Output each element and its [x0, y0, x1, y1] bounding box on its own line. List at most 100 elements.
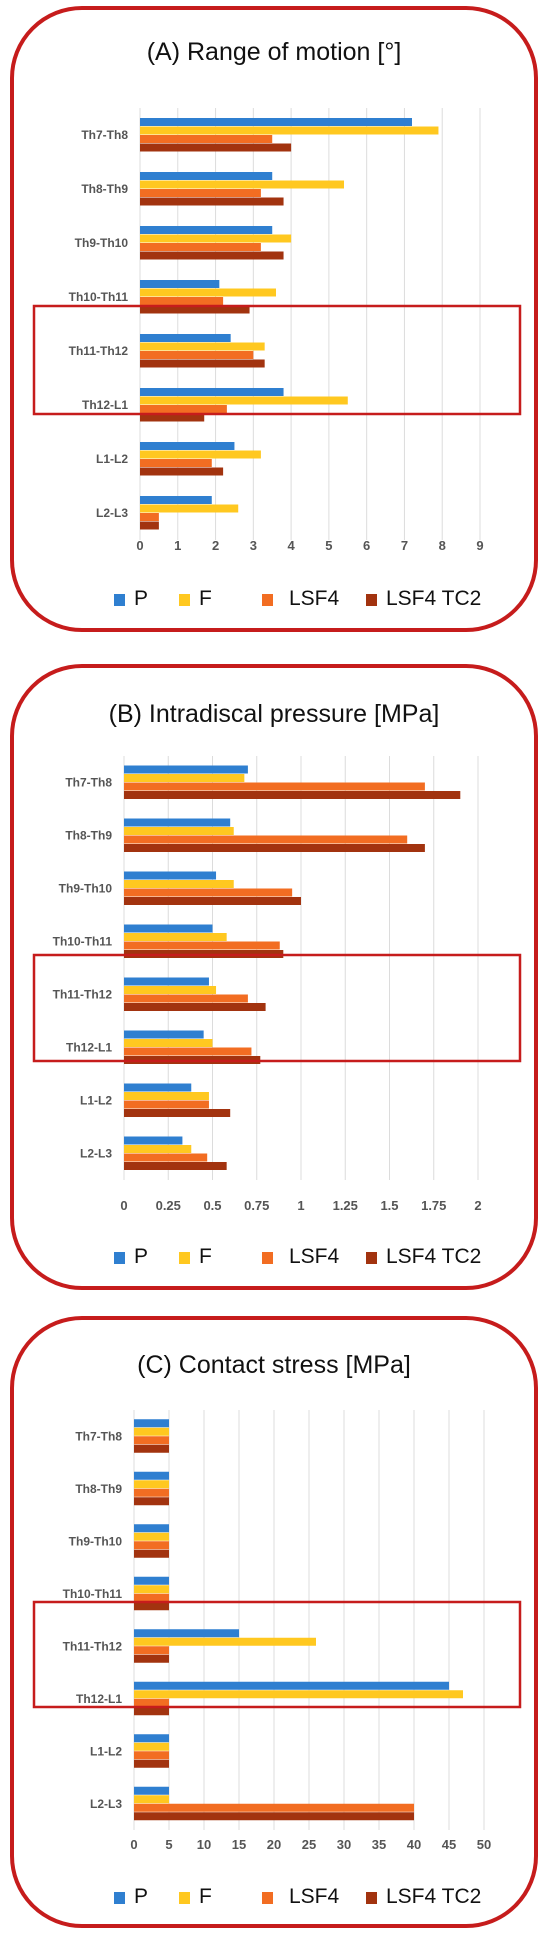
bar-f-th10-th11	[124, 933, 227, 941]
chart-title: (B) Intradiscal pressure [MPa]	[109, 700, 440, 728]
chart-title: (A) Range of motion [°]	[147, 38, 402, 66]
bar-lsf4-tc2-th11-th12	[140, 359, 265, 368]
bar-f-l1-l2	[134, 1742, 169, 1751]
category-label-th11-th12: Th11-Th12	[63, 1639, 123, 1653]
category-label-th12-l1: Th12-L1	[66, 1041, 112, 1055]
x-tick-label: 20	[267, 1837, 281, 1852]
bar-f-l1-l2	[124, 1092, 209, 1100]
bar-p-th7-th8	[124, 765, 248, 774]
x-tick-label: 0.25	[156, 1198, 181, 1213]
category-label-l2-l3: L2-L3	[80, 1147, 112, 1161]
category-label-th7-th8: Th7-Th8	[65, 776, 112, 790]
bar-f-l2-l3	[140, 504, 239, 513]
bar-lsf4-tc2-th12-l1	[140, 413, 205, 422]
bar-lsf4-tc2-l1-l2	[140, 467, 224, 476]
bar-lsf4-tc2-l2-l3	[140, 521, 159, 530]
bar-p-th10-th11	[134, 1576, 169, 1585]
bar-lsf4-tc2-th9-th10	[124, 897, 301, 905]
category-label-th11-th12: Th11-Th12	[69, 344, 129, 358]
legend-swatch-p	[114, 1252, 125, 1264]
bar-p-th11-th12	[124, 977, 209, 986]
bar-f-th10-th11	[140, 288, 276, 297]
chart-panel-a: (A) Range of motion [°] 0 1 2 3 4 5 6 7 8 9 Th7-Th8…	[10, 6, 538, 632]
bar-lsf4-th8-th9	[140, 189, 261, 197]
bar-p-th8-th9	[124, 818, 231, 827]
bar-f-th11-th12	[134, 1637, 316, 1646]
legend-swatch-lsf4-tc2	[366, 1252, 377, 1264]
bar-lsf4-th10-th11	[134, 1593, 169, 1602]
x-tick-label: 0	[136, 538, 143, 553]
bar-p-th10-th11	[140, 280, 220, 288]
highlight-box	[32, 304, 522, 416]
bar-f-l2-l3	[124, 1145, 192, 1153]
bar-f-th12-l1	[134, 1690, 463, 1699]
category-label-th12-l1: Th12-L1	[82, 398, 128, 412]
x-tick-label: 0.5	[203, 1198, 221, 1213]
bar-lsf4-th12-l1	[140, 405, 227, 413]
x-tick-label: 50	[477, 1837, 491, 1852]
bar-p-th11-th12	[140, 334, 231, 342]
bar-f-th12-l1	[124, 1039, 213, 1047]
x-tick-label: 45	[442, 1837, 456, 1852]
bar-p-l2-l3	[124, 1136, 183, 1145]
bar-f-th12-l1	[140, 396, 348, 405]
bar-lsf4-tc2-l1-l2	[134, 1759, 169, 1768]
x-tick-label: 8	[439, 538, 446, 553]
bar-p-th12-l1	[124, 1030, 204, 1039]
bar-p-th9-th10	[134, 1524, 169, 1533]
panel-frame	[10, 6, 538, 632]
legend-swatch-f	[179, 594, 190, 606]
bar-lsf4-tc2-th9-th10	[134, 1549, 169, 1558]
bar-f-th9-th10	[134, 1532, 169, 1541]
bar-lsf4-th10-th11	[140, 297, 224, 305]
category-label-th7-th8: Th7-Th8	[75, 1429, 122, 1443]
bar-lsf4-th8-th9	[124, 835, 408, 844]
bar-lsf4-tc2-th8-th9	[140, 197, 284, 206]
bar-lsf4-l1-l2	[124, 1100, 209, 1109]
x-tick-label: 2	[212, 538, 219, 553]
legend-label-f: F	[199, 1245, 212, 1268]
bar-lsf4-th11-th12	[124, 994, 248, 1003]
bar-lsf4-tc2-th8-th9	[134, 1497, 169, 1506]
bar-lsf4-tc2-l2-l3	[134, 1812, 414, 1821]
bar-p-l1-l2	[124, 1083, 192, 1092]
bar-lsf4-tc2-l2-l3	[124, 1162, 227, 1170]
bar-lsf4-th7-th8	[134, 1436, 169, 1445]
x-tick-label: 40	[407, 1837, 421, 1852]
category-label-th12-l1: Th12-L1	[76, 1692, 122, 1706]
bar-lsf4-tc2-th10-th11	[134, 1602, 169, 1611]
bar-lsf4-th7-th8	[124, 782, 425, 791]
category-label-th10-th11: Th10-Th11	[69, 290, 129, 304]
bar-lsf4-th9-th10	[124, 888, 293, 897]
legend-swatch-f	[179, 1252, 190, 1264]
bar-p-th7-th8	[134, 1419, 169, 1428]
bar-f-th8-th9	[140, 180, 344, 189]
bar-lsf4-l2-l3	[124, 1153, 208, 1162]
legend-label-lsf4: LSF4	[289, 587, 340, 610]
legend-label-p: P	[134, 587, 148, 610]
bar-lsf4-th12-l1	[134, 1698, 169, 1707]
bar-lsf4-th12-l1	[124, 1047, 252, 1056]
x-tick-label: 1.75	[421, 1198, 446, 1213]
bar-f-th8-th9	[134, 1480, 169, 1489]
legend-label-lsf4: LSF4	[289, 1885, 340, 1908]
x-tick-label: 3	[250, 538, 257, 553]
bar-lsf4-tc2-th9-th10	[140, 251, 284, 260]
bar-p-th9-th10	[140, 226, 273, 234]
bar-lsf4-l1-l2	[134, 1751, 169, 1760]
legend-swatch-lsf4	[262, 594, 273, 606]
legend-swatch-f	[179, 1892, 190, 1904]
category-label-th7-th8: Th7-Th8	[81, 128, 128, 142]
category-label-th9-th10: Th9-Th10	[75, 236, 129, 250]
category-label-th10-th11: Th10-Th11	[63, 1587, 123, 1601]
x-tick-label: 35	[372, 1837, 386, 1852]
bar-lsf4-l1-l2	[140, 459, 212, 467]
legend-label-lsf4-tc2: LSF4 TC2	[386, 1885, 481, 1908]
bar-p-th12-l1	[140, 388, 284, 396]
x-tick-label: 25	[302, 1837, 316, 1852]
bar-lsf4-th11-th12	[140, 351, 254, 359]
bar-f-th9-th10	[140, 234, 292, 243]
x-tick-label: 5	[165, 1837, 172, 1852]
bar-f-th9-th10	[124, 880, 234, 888]
